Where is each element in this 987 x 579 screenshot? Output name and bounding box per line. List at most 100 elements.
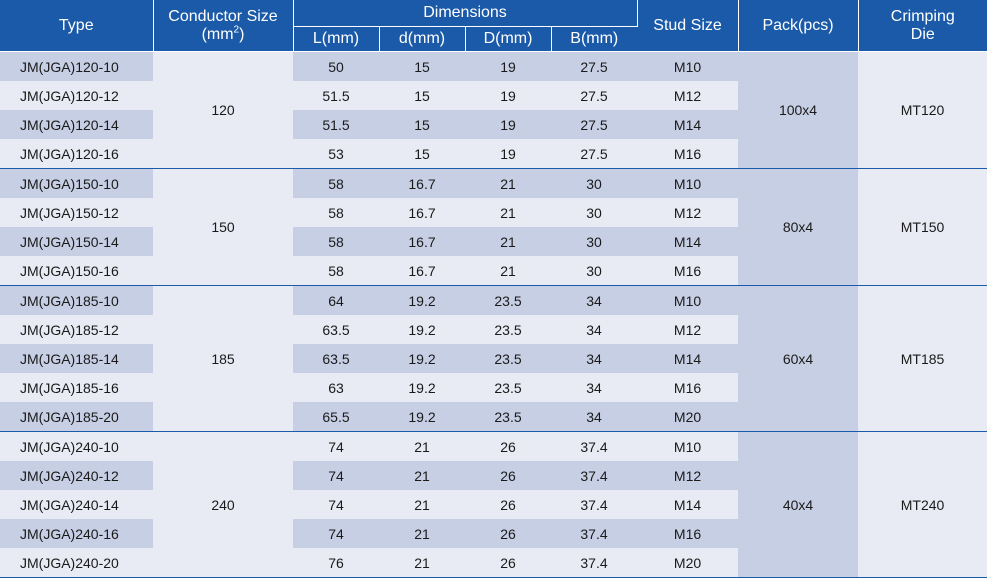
- header-type: Type: [0, 0, 154, 52]
- cell-type: JM(JGA)240-12: [0, 461, 153, 490]
- header-stud-size: Stud Size: [637, 0, 739, 52]
- cell-l: 58: [293, 227, 379, 256]
- cell-b: 37.4: [551, 461, 638, 490]
- table-row: JM(JGA)150-12 58 16.7 21 30 M12: [0, 198, 987, 227]
- table-row: JM(JGA)240-12 74 21 26 37.4 M12: [0, 461, 987, 490]
- cell-b: 27.5: [551, 139, 638, 169]
- cell-type: JM(JGA)185-14: [0, 344, 153, 373]
- cell-d-small: 19.2: [379, 285, 465, 315]
- cell-l: 58: [293, 198, 379, 227]
- cell-stud-size: M12: [637, 461, 739, 490]
- cell-d-large: 21: [465, 227, 551, 256]
- cell-stud-size: M12: [637, 315, 739, 344]
- header-crimping-die: Crimping Die: [858, 0, 987, 52]
- cell-type: JM(JGA)150-16: [0, 256, 153, 286]
- cell-b: 27.5: [551, 110, 638, 139]
- cell-conductor-size: 150: [153, 168, 293, 286]
- table-row: JM(JGA)185-20 65.5 19.2 23.5 34 M20: [0, 402, 987, 432]
- cell-b: 30: [551, 168, 638, 198]
- cell-stud-size: M10: [637, 285, 739, 315]
- cell-d-large: 21: [465, 198, 551, 227]
- cell-type: JM(JGA)240-10: [0, 431, 153, 461]
- table-header: Type Conductor Size (mm2) Dimensions Stu…: [0, 0, 987, 52]
- cell-type: JM(JGA)120-12: [0, 81, 153, 110]
- table-row: JM(JGA)240-10 240 74 21 26 37.4 M10 40x4 MT240: [0, 431, 987, 578]
- cell-d-large: 19: [465, 139, 551, 169]
- cell-type: JM(JGA)185-12: [0, 315, 153, 344]
- cell-crimping-die: MT150: [858, 168, 987, 286]
- header-conductor-unit-prefix: (mm: [201, 25, 234, 43]
- cell-type: JM(JGA)150-12: [0, 198, 153, 227]
- cell-stud-size: M20: [637, 548, 739, 578]
- cell-d-large: 21: [465, 256, 551, 286]
- cell-conductor-size: 185: [153, 285, 293, 432]
- cell-d-large: 23.5: [465, 344, 551, 373]
- cell-d-small: 15: [379, 139, 465, 169]
- header-b: B(mm): [551, 26, 638, 52]
- cell-d-large: 26: [465, 431, 551, 461]
- cell-d-small: 16.7: [379, 256, 465, 286]
- cell-d-small: 19.2: [379, 344, 465, 373]
- cell-type: JM(JGA)120-14: [0, 110, 153, 139]
- cell-type: JM(JGA)240-20: [0, 548, 153, 578]
- cell-d-small: 16.7: [379, 168, 465, 198]
- cell-l: 58: [293, 168, 379, 198]
- cell-l: 63.5: [293, 344, 379, 373]
- cell-l: 58: [293, 256, 379, 286]
- cell-type: JM(JGA)185-20: [0, 402, 153, 432]
- cell-b: 30: [551, 256, 638, 286]
- cell-stud-size: M16: [637, 373, 739, 402]
- cell-type: JM(JGA)120-10: [0, 51, 153, 81]
- table-row: JM(JGA)120-14 51.5 15 19 27.5 M14: [0, 110, 987, 139]
- cell-d-small: 16.7: [379, 198, 465, 227]
- cell-pack: 40x4: [738, 431, 859, 578]
- cell-b: 37.4: [551, 431, 638, 461]
- cell-type: JM(JGA)240-16: [0, 519, 153, 548]
- cell-conductor-size: 120: [153, 51, 293, 169]
- cell-d-small: 19.2: [379, 315, 465, 344]
- cell-stud-size: M12: [637, 198, 739, 227]
- cell-d-small: 15: [379, 81, 465, 110]
- cell-d-large: 26: [465, 548, 551, 578]
- cell-pack: 100x4: [738, 51, 859, 169]
- cell-d-large: 23.5: [465, 285, 551, 315]
- cell-d-small: 21: [379, 431, 465, 461]
- cell-stud-size: M20: [637, 402, 739, 432]
- cell-d-small: 21: [379, 519, 465, 548]
- cell-l: 63: [293, 373, 379, 402]
- cell-d-large: 23.5: [465, 315, 551, 344]
- cell-d-large: 19: [465, 110, 551, 139]
- header-dimensions: Dimensions: [293, 0, 638, 27]
- table-row: JM(JGA)185-16 63 19.2 23.5 34 M16: [0, 373, 987, 402]
- cell-l: 76: [293, 548, 379, 578]
- cell-d-large: 26: [465, 490, 551, 519]
- cell-stud-size: M14: [637, 110, 739, 139]
- cell-d-small: 19.2: [379, 402, 465, 432]
- cell-l: 74: [293, 519, 379, 548]
- cell-d-large: 23.5: [465, 402, 551, 432]
- cell-type: JM(JGA)150-10: [0, 168, 153, 198]
- cell-b: 37.4: [551, 548, 638, 578]
- cell-stud-size: M10: [637, 51, 739, 81]
- cell-d-small: 21: [379, 490, 465, 519]
- cell-type: JM(JGA)120-16: [0, 139, 153, 169]
- cell-crimping-die: MT120: [858, 51, 987, 169]
- cell-d-small: 21: [379, 548, 465, 578]
- table-body: JM(JGA)120-10 120 50 15 19 27.5 M10 100x4 MT120 J…: [0, 51, 987, 578]
- cell-stud-size: M14: [637, 344, 739, 373]
- cell-type: JM(JGA)185-16: [0, 373, 153, 402]
- cell-b: 27.5: [551, 51, 638, 81]
- header-l: L(mm): [293, 26, 380, 52]
- header-d-large: D(mm): [465, 26, 552, 52]
- cell-b: 34: [551, 315, 638, 344]
- cell-l: 74: [293, 431, 379, 461]
- cell-stud-size: M12: [637, 81, 739, 110]
- header-pack: Pack(pcs): [738, 0, 859, 52]
- cell-stud-size: M10: [637, 431, 739, 461]
- cell-d-small: 15: [379, 110, 465, 139]
- cell-l: 63.5: [293, 315, 379, 344]
- cell-l: 64: [293, 285, 379, 315]
- cell-b: 34: [551, 402, 638, 432]
- cell-b: 34: [551, 344, 638, 373]
